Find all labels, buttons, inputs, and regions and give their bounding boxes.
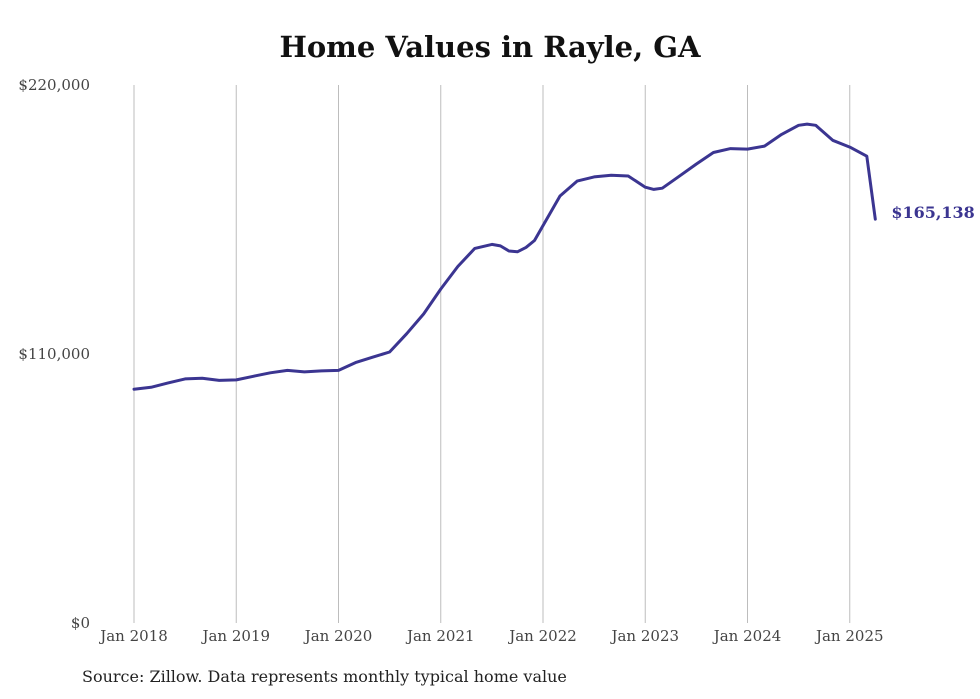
end-value-label: $165,138 [891,203,975,222]
y-tick-label: $110,000 [18,345,90,363]
axis-labels: Jan 2018 Jan 2019 Jan 2020 Jan 2021 Jan 2022… [18,76,883,645]
x-tick-label: Jan 2022 [507,627,577,645]
x-tick-label: Jan 2025 [814,627,884,645]
x-tick-label: Jan 2021 [405,627,475,645]
source-note: Source: Zillow. Data represents monthly … [82,667,567,686]
y-tick-label: $0 [71,614,90,632]
x-tick-label: Jan 2018 [98,627,168,645]
chart-title: Home Values in Rayle, GA [279,30,701,64]
x-tick-label: Jan 2023 [609,627,679,645]
grid-lines [133,85,851,623]
x-tick-label: Jan 2019 [200,627,270,645]
series-line-home-value [132,122,877,391]
y-tick-label: $220,000 [18,76,90,94]
x-tick-label: Jan 2024 [712,627,782,645]
x-tick-label: Jan 2020 [303,627,373,645]
